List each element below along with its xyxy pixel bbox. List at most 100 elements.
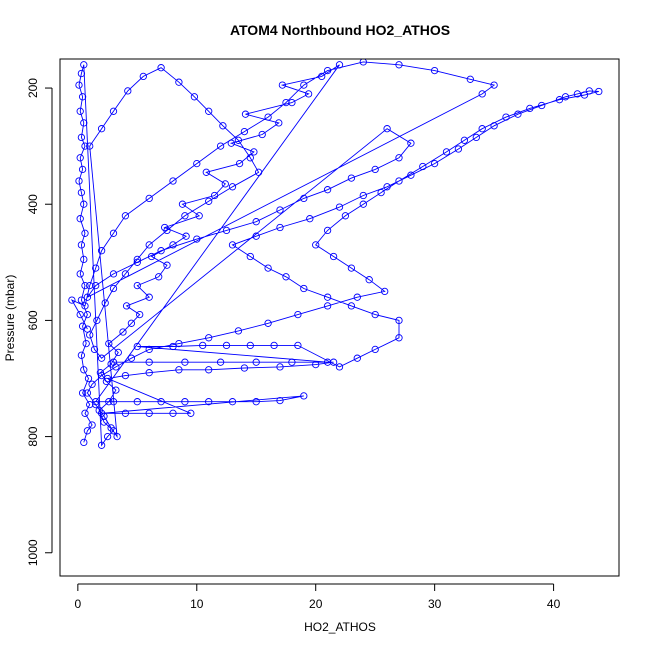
data-point bbox=[109, 398, 118, 406]
data-point bbox=[80, 61, 88, 69]
data-point bbox=[157, 247, 165, 255]
data-point bbox=[133, 398, 141, 406]
data-point bbox=[502, 113, 510, 121]
data-point bbox=[80, 366, 88, 374]
y-tick-label: 1000 bbox=[26, 539, 40, 566]
data-point bbox=[169, 342, 177, 351]
data-point bbox=[107, 424, 115, 432]
data-point bbox=[109, 358, 118, 366]
data-point bbox=[80, 438, 88, 447]
data-point bbox=[182, 232, 190, 240]
data-point bbox=[270, 341, 278, 350]
data-point bbox=[127, 319, 136, 327]
data-point bbox=[323, 293, 332, 301]
data-point bbox=[199, 341, 207, 350]
data-point bbox=[133, 281, 141, 290]
x-axis: 0 10 20 30 40 bbox=[74, 583, 561, 611]
data-point bbox=[103, 374, 112, 383]
data-point bbox=[276, 223, 284, 232]
data-point bbox=[278, 81, 287, 89]
data-point bbox=[395, 177, 403, 185]
data-point bbox=[133, 258, 141, 266]
data-point bbox=[377, 188, 385, 197]
data-point bbox=[86, 281, 94, 290]
chart-title: ATOM4 Northbound HO2_ATHOS bbox=[230, 22, 450, 38]
data-point bbox=[312, 241, 320, 249]
data-point bbox=[300, 392, 308, 400]
data-point bbox=[478, 125, 486, 133]
data-point bbox=[264, 264, 272, 272]
data-point bbox=[109, 107, 118, 115]
data-point bbox=[169, 409, 177, 417]
data-point bbox=[341, 212, 350, 220]
x-tick-label: 20 bbox=[309, 597, 323, 611]
data-point bbox=[78, 93, 87, 101]
data-point bbox=[323, 186, 332, 194]
data-point bbox=[222, 341, 231, 350]
data-point bbox=[329, 252, 338, 261]
data-point bbox=[75, 177, 83, 185]
data-point bbox=[145, 293, 153, 301]
data-point bbox=[77, 241, 86, 249]
data-point bbox=[77, 296, 86, 304]
data-point bbox=[318, 72, 326, 81]
data-point bbox=[240, 364, 249, 372]
data-point bbox=[347, 174, 356, 182]
data-point bbox=[371, 345, 379, 354]
data-point bbox=[97, 354, 106, 362]
data-point bbox=[169, 241, 177, 249]
data-point bbox=[83, 389, 92, 397]
y-tick-label: 600 bbox=[26, 310, 40, 330]
data-point bbox=[81, 409, 89, 417]
data-point bbox=[407, 139, 415, 147]
data-point bbox=[84, 374, 93, 383]
data-point bbox=[202, 168, 210, 176]
data-point bbox=[275, 119, 283, 127]
data-point bbox=[228, 183, 237, 191]
data-point bbox=[88, 421, 96, 429]
data-point bbox=[419, 162, 427, 171]
data-point bbox=[76, 215, 84, 223]
data-point bbox=[347, 302, 356, 310]
data-point bbox=[580, 91, 589, 99]
data-point bbox=[139, 72, 147, 81]
data-point bbox=[383, 183, 391, 191]
data-point bbox=[395, 61, 403, 69]
data-point bbox=[127, 354, 136, 362]
data-point bbox=[395, 316, 403, 325]
data-point bbox=[216, 142, 225, 150]
data-point bbox=[80, 200, 88, 208]
data-point bbox=[205, 334, 213, 342]
data-point bbox=[407, 171, 415, 179]
data-point bbox=[77, 133, 86, 142]
data-point bbox=[83, 427, 92, 435]
data-point bbox=[77, 69, 86, 78]
data-point bbox=[240, 127, 249, 136]
data-point bbox=[323, 66, 332, 75]
data-point bbox=[190, 93, 199, 101]
data-point bbox=[92, 400, 100, 409]
data-point bbox=[175, 78, 183, 86]
data-point bbox=[145, 369, 153, 377]
data-point bbox=[276, 206, 284, 214]
data-point bbox=[86, 142, 94, 150]
data-point bbox=[76, 270, 84, 278]
data-point bbox=[124, 87, 132, 95]
data-point bbox=[113, 432, 121, 441]
data-point bbox=[101, 299, 109, 307]
data-point bbox=[78, 389, 87, 397]
data-point bbox=[109, 229, 118, 237]
data-point bbox=[323, 358, 332, 366]
data-point bbox=[359, 59, 367, 66]
data-point bbox=[81, 281, 89, 290]
data-point bbox=[97, 441, 106, 449]
data-point bbox=[97, 371, 106, 380]
data-point bbox=[252, 398, 260, 406]
data-point bbox=[235, 159, 244, 168]
data-point bbox=[353, 293, 361, 301]
data-point bbox=[276, 396, 284, 405]
data-point bbox=[252, 358, 260, 366]
data-point bbox=[300, 194, 308, 203]
